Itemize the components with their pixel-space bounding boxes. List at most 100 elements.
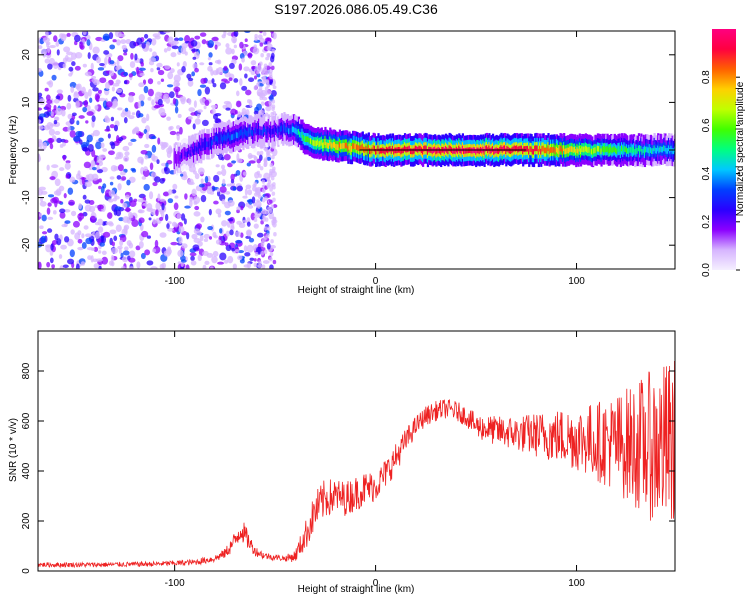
spectrogram-ridge-cell: [231, 134, 234, 140]
spectrogram-speckle: [264, 210, 269, 215]
spectrogram-speckle: [244, 38, 248, 43]
spectrogram-speckle: [47, 137, 55, 144]
spectrogram-speckle: [256, 82, 260, 88]
spectrogram-speckle: [208, 208, 212, 216]
spectrogram-speckle: [228, 77, 233, 82]
spectrogram-speckle: [87, 255, 92, 260]
spectrogram-speckle: [246, 262, 252, 269]
spectrogram-speckle: [176, 62, 180, 67]
spectrogram-speckle: [236, 185, 243, 192]
spectrogram-speckle: [66, 102, 72, 110]
spectrogram-speckle: [61, 224, 68, 228]
spectrogram-speckle: [272, 197, 276, 202]
spectrogram-ridge-cell: [393, 148, 396, 155]
spectrogram-speckle: [268, 199, 273, 204]
spectrogram-ridge-cell: [408, 145, 411, 152]
spectrogram-speckle: [253, 258, 257, 262]
spectrogram-speckle: [38, 186, 46, 191]
spectrogram-ridge-cell: [672, 148, 675, 155]
spectrogram-ridge-cell: [532, 148, 536, 155]
spectrogram-speckle: [52, 210, 57, 215]
spectrogram-speckle: [63, 209, 71, 213]
spectrogram-speckle: [272, 185, 276, 190]
spectrogram-ridge-cell: [182, 151, 185, 158]
spectrogram-speckle: [115, 79, 121, 85]
spectrogram-speckle: [219, 82, 227, 90]
spectrogram-speckle: [215, 68, 219, 76]
spectrogram-speckle: [248, 77, 255, 83]
spectrogram-speckle: [256, 170, 261, 176]
spectrogram-speckle: [175, 82, 181, 87]
spectrogram-speckle: [109, 124, 115, 129]
spectrogram-ridge-cell: [219, 135, 222, 142]
spectrogram-speckle: [194, 205, 200, 211]
spectrogram-ridge-cell: [444, 146, 448, 152]
spectrogram-ridge-cell: [522, 148, 525, 155]
spectrogram-ridge-cell: [443, 148, 446, 154]
spectrogram-speckle: [208, 62, 213, 66]
spectrogram-ridge-cell: [475, 148, 478, 155]
spectrogram-speckle: [263, 249, 268, 255]
spectrogram-speckle: [197, 240, 203, 247]
spectrogram-speckle: [171, 45, 179, 50]
spectrogram-ridge-cell: [645, 146, 648, 153]
spectrogram-ridge-cell: [415, 146, 419, 152]
spectrogram-speckle: [152, 51, 157, 57]
spectrogram-ridge-cell: [665, 148, 668, 154]
spectrogram-speckle: [267, 41, 271, 46]
spectrogram-ridge-cell: [378, 148, 381, 155]
spectrogram-ridge-cell: [189, 149, 192, 156]
spectrogram-speckle: [257, 264, 263, 268]
spectrogram-ridge-cell: [209, 140, 213, 147]
spectrogram-speckle: [85, 120, 89, 124]
spectrogram-speckle: [242, 195, 248, 199]
spectrogram-speckle: [156, 62, 163, 68]
spectrogram-speckle: [115, 209, 122, 217]
spectrogram-ridge-cell: [573, 146, 577, 153]
spectrogram-speckle: [188, 107, 195, 112]
spectrogram-speckle: [124, 107, 129, 112]
spectrogram-ridge-cell: [484, 145, 487, 152]
spectrogram-ridge-cell: [283, 124, 286, 131]
spectrogram-speckle: [110, 254, 115, 262]
spectrogram-speckle: [139, 240, 144, 249]
spectrogram-ridge-cell: [491, 146, 495, 152]
spectrogram-ridge-cell: [412, 148, 415, 155]
spectrogram-y-ticks: -20 -10 0 10 20: [21, 49, 675, 252]
spectrogram-ridge-cell: [360, 144, 363, 151]
spectrogram-x-tick-label: -100: [165, 276, 185, 287]
spectrogram-ridge-cell: [510, 148, 513, 155]
spectrogram-speckle: [200, 216, 205, 223]
spectrogram-ridge-cell: [447, 148, 450, 155]
spectrogram-ridge-cell: [400, 148, 403, 155]
spectrogram-ridge-cell: [456, 148, 460, 154]
spectrogram-speckle: [180, 46, 187, 55]
spectrogram-speckle: [43, 125, 51, 131]
spectrogram-ridge-cell: [518, 145, 521, 152]
spectrogram-ridge-cell: [411, 148, 414, 155]
spectrogram-speckle: [40, 48, 48, 56]
spectrogram-speckle: [48, 80, 54, 88]
spectrogram-ridge-cell: [635, 147, 638, 154]
spectrogram-ridge-cell: [293, 126, 296, 133]
spectrogram-ridge-cell: [610, 146, 613, 153]
spectrogram-speckle: [137, 101, 142, 109]
spectrogram-speckle: [179, 126, 183, 135]
spectrogram-speckle: [147, 96, 152, 101]
snr-x-axis-title: Height of straight line (km): [298, 584, 415, 595]
spectrogram-speckle: [156, 92, 163, 97]
spectrogram-ridge-cell: [614, 147, 618, 154]
spectrogram-speckle: [244, 31, 251, 34]
spectrogram-speckle: [160, 78, 165, 82]
spectrogram-speckle: [173, 222, 179, 228]
spectrogram-ridge-cell: [426, 149, 430, 155]
spectrogram-ridge-cell: [523, 146, 526, 153]
spectrogram-speckle: [250, 60, 257, 66]
spectrogram-speckle: [82, 63, 87, 68]
spectrogram-speckle: [122, 250, 130, 256]
spectrogram-speckle: [227, 255, 234, 264]
spectrogram-speckle: [99, 77, 107, 84]
spectrogram-speckle: [131, 219, 139, 227]
spectrogram-speckle: [197, 254, 202, 262]
spectrogram-ridge-cell: [531, 148, 534, 155]
